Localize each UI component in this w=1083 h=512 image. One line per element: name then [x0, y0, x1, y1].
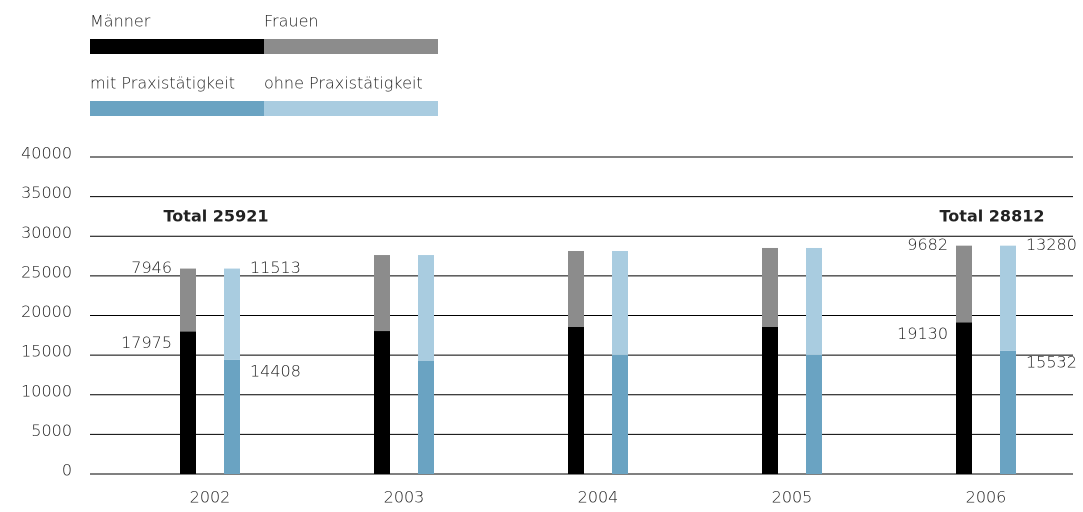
bar-segment	[806, 247, 822, 355]
y-tick-label: 15000	[21, 342, 72, 361]
legend-label: mit Praxistätigkeit	[90, 74, 235, 93]
bar-segment	[956, 322, 972, 474]
y-tick-label: 20000	[21, 302, 72, 321]
bar-segment	[224, 359, 240, 474]
data-label: 13280	[1026, 235, 1077, 254]
bar-segment	[762, 247, 778, 327]
data-label: 11513	[250, 258, 301, 277]
bar-segment	[568, 326, 584, 474]
x-tick-label: 2003	[384, 488, 425, 507]
y-tick-label: 25000	[21, 262, 72, 281]
bar-segment	[612, 250, 628, 355]
bar-segment	[180, 331, 196, 474]
data-label: 9682	[907, 235, 948, 254]
legend-swatch	[264, 39, 438, 54]
legend-swatch	[264, 101, 438, 116]
bar-segment	[568, 250, 584, 327]
legend-swatch	[90, 101, 264, 116]
data-label: 15532	[1026, 352, 1077, 371]
y-tick-label: 5000	[31, 421, 72, 440]
legend-label: Männer	[90, 12, 151, 31]
bar-segment	[374, 255, 390, 332]
y-tick-label: 10000	[21, 381, 72, 400]
bar-segment	[418, 360, 434, 474]
data-label: 17975	[121, 333, 172, 352]
y-tick-label: 40000	[21, 144, 72, 163]
bar-segment	[806, 354, 822, 474]
bar-segment	[612, 354, 628, 474]
bar-segment	[418, 255, 434, 361]
bar-segment	[1000, 245, 1016, 351]
data-label: 7946	[131, 258, 172, 277]
bar-segment	[374, 331, 390, 474]
bar-segment	[956, 245, 972, 323]
x-tick-label: 2006	[966, 488, 1007, 507]
x-tick-label: 2004	[578, 488, 619, 507]
bar-segment	[1000, 350, 1016, 474]
x-tick-label: 2002	[190, 488, 231, 507]
annotation: Total 28812	[940, 207, 1045, 226]
bar-segment	[762, 326, 778, 474]
data-label: 19130	[897, 324, 948, 343]
legend-label: ohne Praxistätigkeit	[264, 74, 423, 93]
legend-label: Frauen	[264, 12, 319, 31]
bar-segment	[224, 268, 240, 360]
legend-swatch	[90, 39, 264, 54]
y-tick-label: 35000	[21, 183, 72, 202]
y-tick-label: 0	[62, 461, 72, 480]
y-tick-label: 30000	[21, 223, 72, 242]
x-tick-label: 2005	[772, 488, 813, 507]
data-label: 14408	[250, 361, 301, 380]
bar-segment	[180, 268, 196, 332]
annotation: Total 25921	[164, 207, 269, 226]
